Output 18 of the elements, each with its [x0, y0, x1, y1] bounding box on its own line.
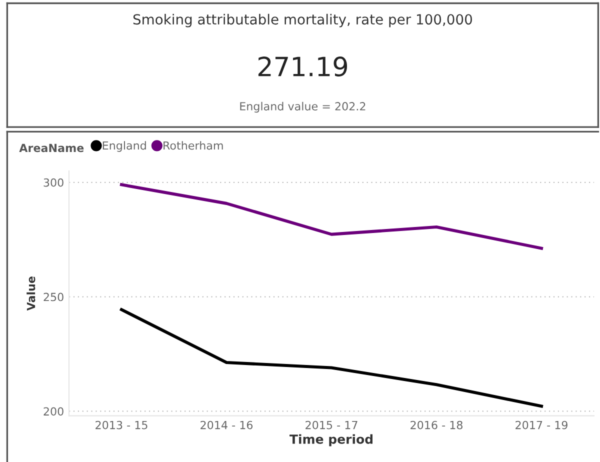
- y-tick-label: 200: [44, 407, 64, 416]
- y-tick-label: 250: [44, 292, 64, 302]
- line-series: [120, 183, 544, 250]
- line-series: [120, 308, 544, 408]
- y-tick-label: 300: [44, 178, 64, 187]
- x-tick-label: 2014 - 16: [200, 420, 253, 430]
- text: England value = 202.2: [240, 102, 366, 113]
- text: Smoking attributable mortality, rate per 100,000: [133, 14, 472, 28]
- x-tick-label: 2017 - 19: [516, 420, 568, 430]
- legend-label: Rotherham: [164, 141, 223, 150]
- x-tick-label: 2016 - 18: [410, 420, 462, 430]
- x-axis-title: Time period: [290, 434, 372, 446]
- x-tick-label: 2013 - 15: [96, 420, 148, 430]
- legend-title: AreaName: [19, 144, 84, 152]
- legend-label: England: [102, 141, 146, 152]
- text: 271.19: [258, 56, 348, 77]
- x-tick-label: 2015 - 17: [306, 420, 358, 430]
- y-axis-title: Value: [26, 276, 36, 311]
